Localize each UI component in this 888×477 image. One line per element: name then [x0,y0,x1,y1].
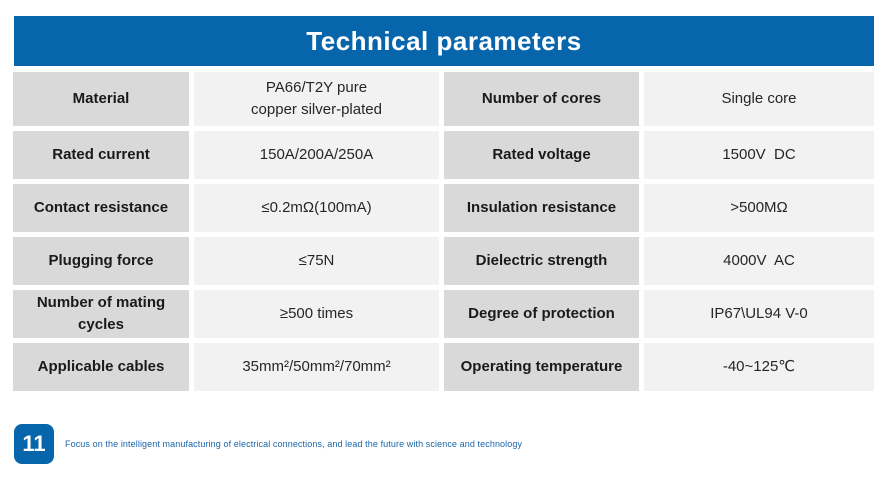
param-label-mating-cycles: Number of mating cycles [13,290,189,338]
param-value-number-of-cores: Single core [644,72,874,126]
param-value-insulation-resistance: >500MΩ [644,184,874,232]
param-value-operating-temperature: -40~125℃ [644,343,874,391]
param-label-operating-temperature: Operating temperature [444,343,639,391]
footer-tagline: Focus on the intelligent manufacturing o… [65,439,523,449]
param-label-number-of-cores: Number of cores [444,72,639,126]
param-label-applicable-cables: Applicable cables [13,343,189,391]
footer: 11 Focus on the intelligent manufacturin… [14,424,522,464]
param-value-plugging-force: ≤75N [194,237,439,285]
param-value-degree-of-protection: IP67\UL94 V-0 [644,290,874,338]
param-value-applicable-cables: 35mm²/50mm²/70mm² [194,343,439,391]
param-value-mating-cycles: ≥500 times [194,290,439,338]
param-value-rated-current: 150A/200A/250A [194,131,439,179]
page-number: 11 [22,431,46,456]
param-value-rated-voltage: 1500V DC [644,131,874,179]
param-label-rated-current: Rated current [13,131,189,179]
title-bar: Technical parameters [14,16,874,66]
param-label-rated-voltage: Rated voltage [444,131,639,179]
parameters-table: Material PA66/T2Y pure copper silver-pla… [13,72,874,391]
param-label-contact-resistance: Contact resistance [13,184,189,232]
param-label-degree-of-protection: Degree of protection [444,290,639,338]
param-label-material: Material [13,72,189,126]
param-value-contact-resistance: ≤0.2mΩ(100mA) [194,184,439,232]
param-label-plugging-force: Plugging force [13,237,189,285]
param-value-material: PA66/T2Y pure copper silver-plated [194,72,439,126]
param-label-dielectric-strength: Dielectric strength [444,237,639,285]
page-title: Technical parameters [306,25,582,56]
param-value-dielectric-strength: 4000V AC [644,237,874,285]
param-label-insulation-resistance: Insulation resistance [444,184,639,232]
page-number-badge: 11 [14,424,54,464]
